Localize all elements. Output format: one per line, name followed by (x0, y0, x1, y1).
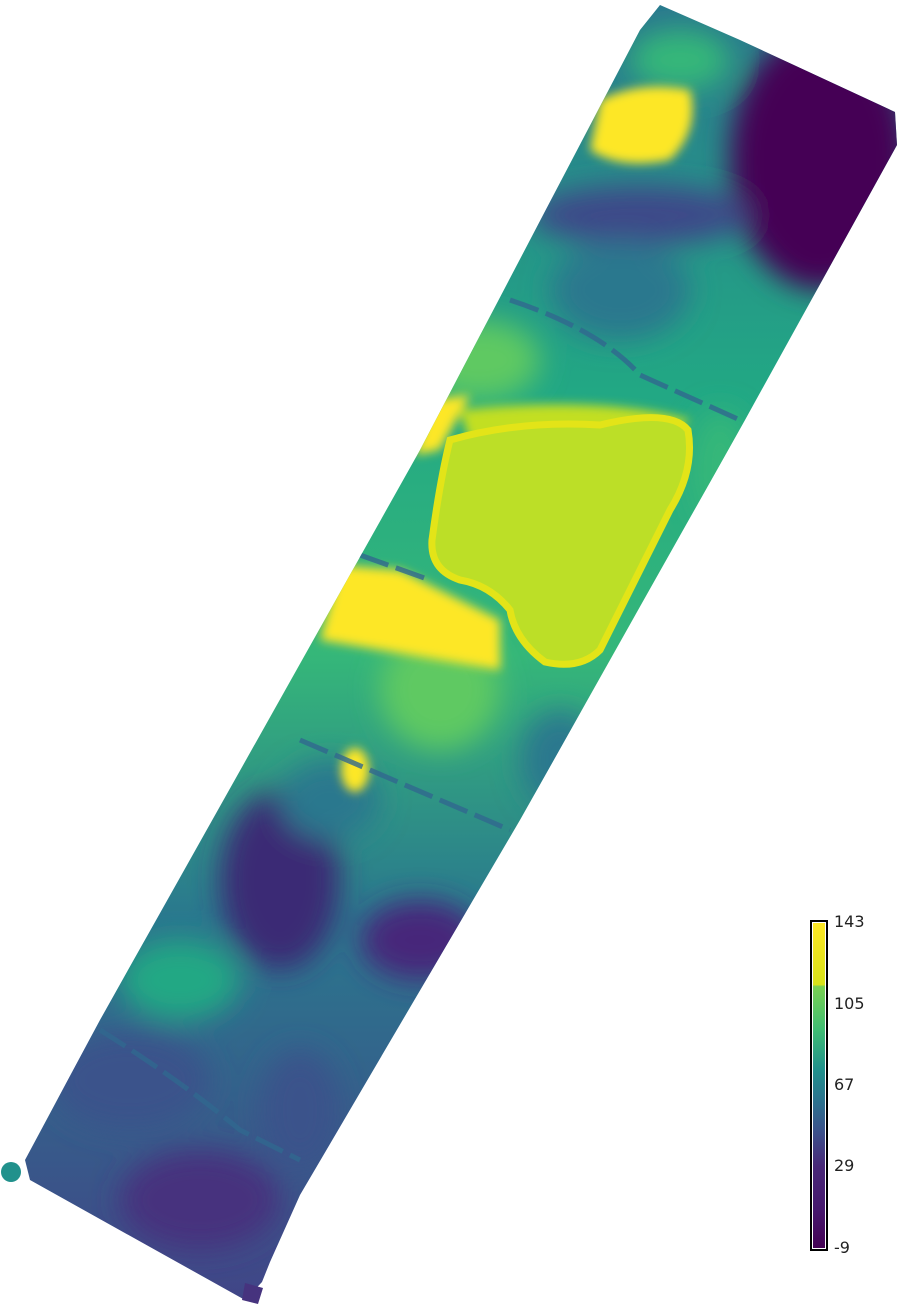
colorbar-tick: 105 (834, 994, 865, 1013)
colorbar-tick: 29 (834, 1156, 855, 1175)
colorbar-tick-max: 143 (834, 912, 865, 931)
colorbar (810, 920, 828, 1251)
colorbar-tick-min: -9 (834, 1238, 850, 1257)
colorbar-tick: 67 (834, 1075, 855, 1094)
colorbar-gradient (813, 923, 825, 1248)
lake (428, 414, 694, 668)
